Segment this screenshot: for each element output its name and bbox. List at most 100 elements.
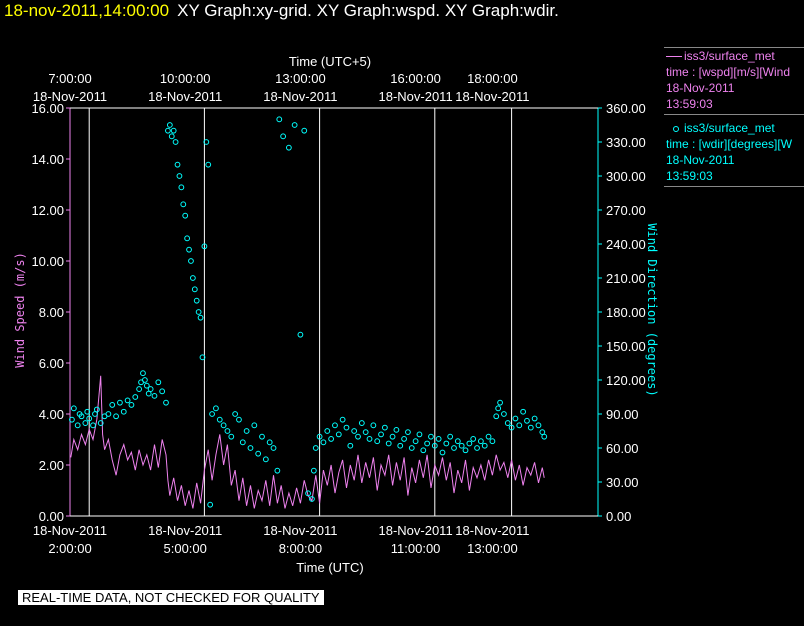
wdir-point	[351, 428, 358, 434]
wdir-point	[159, 388, 166, 395]
top-tick-date: 18-Nov-2011	[148, 89, 222, 104]
left-tick-label: 16.00	[31, 101, 64, 116]
wdir-point	[501, 411, 507, 417]
wdir-point	[178, 184, 185, 191]
wdir-point	[274, 467, 281, 474]
wdir-point	[199, 354, 206, 361]
wdir-point	[236, 416, 242, 423]
wdir-point	[189, 275, 196, 281]
quality-disclaimer: REAL-TIME DATA, NOT CHECKED FOR QUALITY	[18, 590, 324, 605]
wdir-point	[301, 127, 308, 134]
wdir-point	[105, 411, 112, 417]
grid-lines	[88, 108, 513, 516]
wdir-point	[124, 397, 131, 404]
wdir-point	[166, 122, 173, 128]
bottom-tick-date: 18-Nov-2011	[455, 523, 529, 538]
wdir-point	[239, 439, 246, 446]
wdir-point	[259, 433, 265, 440]
wdir-point	[305, 490, 311, 497]
legend-series-date: 18-Nov-2011	[666, 153, 735, 167]
wdir-point	[132, 394, 139, 400]
wdir-point	[180, 201, 187, 208]
wdir-point	[310, 467, 317, 474]
wdir-point	[270, 445, 277, 451]
wdir-point	[347, 442, 354, 449]
wdir-point	[451, 445, 457, 451]
left-tick-label: 0.00	[39, 509, 64, 524]
left-tick-label: 6.00	[39, 356, 64, 371]
graph-title: 18-nov-2011,14:00:00 XY Graph:xy-grid. XY…	[0, 0, 559, 24]
wdir-point	[477, 438, 484, 445]
wdir-point	[332, 422, 338, 429]
legend-series-name: iss3/surface_met	[684, 49, 775, 63]
legend-entry-wdir: iss3/surface_met time : [wdir][degrees][…	[664, 120, 804, 187]
bottom-tick-time: 11:00:00	[391, 541, 441, 556]
wdir-point	[420, 447, 427, 454]
wdir-point	[141, 377, 148, 383]
wdir-point	[203, 139, 210, 145]
wdir-point	[195, 309, 202, 315]
wdir-point	[466, 440, 473, 447]
wdir-point	[97, 420, 104, 426]
bottom-tick-time: 2:00:00	[48, 541, 91, 556]
left-tick-label: 14.00	[31, 152, 64, 167]
wdir-point	[188, 258, 194, 264]
top-tick-date: 18-Nov-2011	[378, 89, 452, 104]
left-tick-label: 2.00	[39, 458, 64, 473]
legend-series-time: 13:59:03	[666, 169, 713, 183]
wdir-point	[520, 408, 527, 415]
wdir-point	[447, 433, 454, 440]
wdir-point	[435, 436, 442, 442]
wdir-point	[163, 399, 169, 406]
wdir-point	[297, 331, 304, 338]
top-tick-time: 18:00:00	[467, 71, 518, 86]
wdir-point	[168, 133, 175, 140]
plot-frame	[69, 107, 599, 517]
line-swatch-icon	[666, 56, 682, 58]
wdir-point	[136, 386, 143, 392]
wdir-point	[291, 122, 298, 128]
right-tick-label: 360.00	[606, 101, 646, 116]
bottom-tick-date: 18-Nov-2011	[263, 523, 337, 538]
right-tick-label: 240.00	[606, 237, 646, 252]
wdir-point	[193, 297, 200, 304]
right-tick-label: 330.00	[606, 135, 646, 150]
wdir-point	[155, 379, 162, 386]
wdir-point	[276, 116, 283, 123]
wdir-point	[428, 433, 434, 440]
wdir-point	[495, 405, 502, 412]
top-tick-date: 18-Nov-2011	[33, 89, 107, 104]
left-tick-label: 10.00	[31, 254, 64, 269]
legend-series-time: 13:59:03	[666, 97, 713, 111]
left-tick-label: 4.00	[39, 407, 64, 422]
wdir-point	[220, 422, 227, 429]
wdir-point	[474, 445, 480, 451]
wdir-point	[458, 442, 465, 449]
top-tick-time: 16:00:00	[390, 71, 441, 86]
bottom-tick-time: 8:00:00	[279, 541, 322, 556]
wdir-point	[191, 286, 198, 293]
wdir-point	[362, 429, 369, 436]
wdir-point	[216, 416, 223, 423]
x-axis-label-bottom: Time (UTC)	[296, 560, 363, 575]
wdir-point	[370, 422, 377, 429]
wdir-point	[128, 402, 135, 408]
wdir-point	[535, 422, 542, 429]
wdir-point	[184, 235, 191, 242]
right-tick-label: 210.00	[606, 271, 646, 286]
wdir-point	[151, 392, 158, 399]
right-tick-label: 180.00	[606, 305, 646, 320]
wdir-point	[316, 433, 323, 440]
y-axis-label-left: Wind Speed (m/s)	[13, 252, 27, 368]
wdir-point	[527, 424, 534, 431]
wdir-point	[170, 127, 177, 134]
bottom-tick-date: 18-Nov-2011	[378, 523, 452, 538]
wdir-point	[541, 433, 548, 440]
wdir-point	[516, 422, 523, 429]
wspd-line	[70, 375, 545, 509]
wdir-point	[90, 422, 96, 429]
wdir-point	[197, 314, 204, 321]
wspd-series	[70, 375, 545, 509]
wdir-point	[186, 246, 192, 253]
wdir-point	[431, 442, 438, 449]
